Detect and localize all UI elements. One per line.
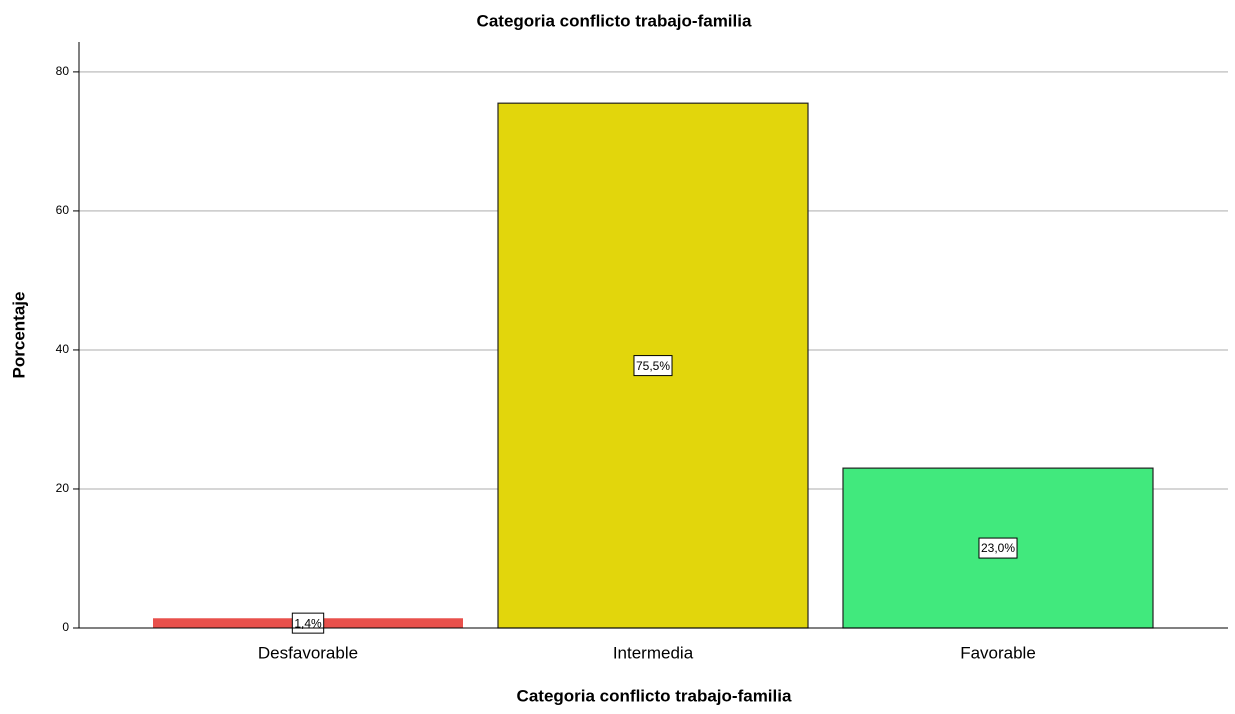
value-label-box [978,537,1018,559]
chart-title: Categoria conflicto trabajo-familia [477,11,752,30]
y-tick-label: 60 [56,203,70,217]
x-tick-label: Favorable [960,643,1036,662]
y-axis-label: Porcentaje [9,292,28,379]
y-tick-label: 80 [56,64,70,78]
x-tick-label: Intermedia [613,643,694,662]
x-axis-label: Categoria conflicto trabajo-familia [517,686,792,705]
x-tick-label: Desfavorable [258,643,358,662]
y-tick-label: 20 [56,481,70,495]
value-label-box [633,355,673,377]
value-label: 1,4% [294,616,322,630]
value-label: 23,0% [981,541,1015,555]
value-label: 75,5% [636,359,670,373]
y-tick-label: 40 [56,342,70,356]
y-tick-label: 0 [62,620,69,634]
